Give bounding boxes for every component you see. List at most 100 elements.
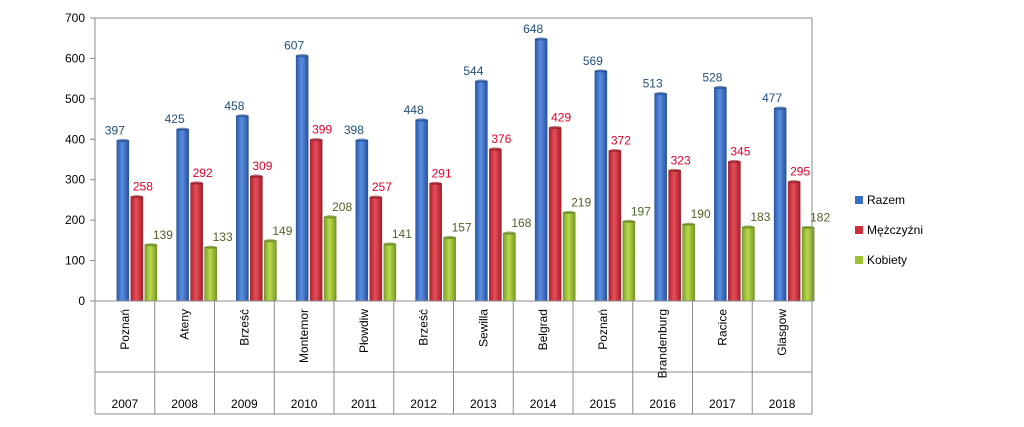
year-label: 2009: [231, 397, 258, 411]
bar-cap: [296, 53, 309, 58]
legend-swatch: [855, 256, 863, 264]
year-label: 2016: [649, 397, 676, 411]
data-label: 398: [344, 123, 364, 137]
bar-cap: [176, 127, 189, 131]
bar-cap: [475, 79, 488, 83]
bar-kobiety: [144, 244, 158, 302]
bar-kobiety: [503, 232, 516, 302]
data-label: 648: [523, 22, 543, 36]
data-label: 399: [312, 123, 332, 137]
data-label: 309: [252, 159, 272, 173]
category-label: Glasgow: [775, 309, 789, 356]
bar-razem: [654, 93, 667, 302]
category-label: Brandenburg: [656, 309, 670, 378]
bar-cap: [622, 219, 635, 223]
bar-razem: [295, 55, 309, 302]
bar-mężczyźni: [608, 150, 622, 302]
category-label: Sewilla: [476, 309, 490, 347]
category-label: Brześć: [417, 309, 431, 346]
year-label: 2017: [709, 397, 736, 411]
plot-area: [116, 37, 815, 302]
y-tick-label: 600: [65, 51, 85, 65]
bar-razem: [594, 70, 608, 302]
data-label: 190: [691, 207, 711, 221]
data-label: 448: [404, 103, 424, 117]
bar-cap: [144, 243, 157, 247]
axes: 0 100 200 300 400 500 600 700 Poznań 2007 Ateny 200…: [65, 11, 813, 415]
data-label: 425: [165, 112, 185, 126]
bar-cap: [264, 239, 277, 243]
bar-cap: [563, 210, 576, 215]
category-label: Ateny: [178, 309, 192, 340]
data-label: 291: [432, 166, 452, 180]
y-tick-label: 0: [78, 294, 85, 308]
data-label: 345: [730, 145, 750, 159]
category-label: Poznań: [118, 309, 132, 350]
bar-cap: [250, 174, 263, 178]
legend: Razem Mężczyźni Kobiety: [855, 193, 923, 267]
year-label: 2014: [530, 397, 557, 411]
y-tick-label: 700: [65, 11, 85, 25]
bar-cap: [728, 159, 741, 164]
bar-cap: [774, 106, 787, 110]
year-label: 2011: [351, 397, 377, 411]
bar-mężczyźni: [250, 175, 263, 302]
bar-mężczyźni: [130, 196, 144, 302]
bar-cap: [355, 138, 368, 142]
bar-kobiety: [562, 212, 576, 302]
data-label: 183: [750, 210, 770, 224]
bar-cap: [429, 181, 442, 185]
bar-razem: [236, 115, 249, 302]
y-tick-label: 400: [65, 132, 85, 146]
data-label: 139: [153, 228, 173, 242]
category-label: Racice: [715, 309, 729, 346]
bar-cap: [489, 147, 502, 151]
bar-kobiety: [383, 243, 397, 302]
bar-cap: [503, 231, 516, 235]
bar-cap: [668, 168, 681, 173]
bar-cap: [190, 181, 203, 185]
bar-mężczyźni: [787, 181, 801, 302]
bar-mężczyźni: [668, 170, 681, 302]
bar-razem: [176, 128, 189, 302]
data-label: 182: [810, 210, 830, 224]
bar-cap: [324, 215, 337, 219]
bar-mężczyźni: [309, 139, 323, 302]
bar-cap: [714, 85, 727, 90]
bar-cap: [310, 138, 323, 142]
data-labels: 397 425 458 607 398 448 544 648 569 513 528 477 258 2…: [105, 22, 831, 244]
data-label: 295: [790, 165, 810, 179]
data-label: 397: [105, 123, 125, 137]
bar-mężczyźni: [429, 183, 442, 302]
legend-label: Kobiety: [867, 253, 907, 267]
bar-cap: [369, 195, 382, 199]
data-label: 429: [551, 111, 571, 125]
bar-razem: [116, 140, 130, 302]
bar-razem: [714, 87, 727, 302]
legend-label: Mężczyźni: [867, 223, 923, 237]
bar-cap: [383, 242, 396, 246]
data-label: 477: [762, 91, 782, 105]
data-label: 569: [583, 54, 603, 68]
bar-kobiety: [622, 221, 636, 302]
bar-cap: [204, 245, 217, 249]
bar-kobiety: [323, 216, 337, 302]
bar-razem: [415, 119, 428, 302]
data-label: 376: [491, 132, 511, 146]
bar-cap: [415, 118, 428, 122]
data-label: 292: [193, 166, 213, 180]
data-label: 141: [392, 227, 412, 241]
bar-cap: [549, 125, 562, 130]
data-label: 513: [643, 77, 663, 91]
y-tick-label: 300: [65, 173, 85, 187]
bar-kobiety: [264, 240, 277, 302]
bar-cap: [594, 69, 607, 73]
year-label: 2007: [112, 397, 139, 411]
bar-cap: [802, 225, 815, 230]
data-label: 258: [133, 180, 153, 194]
bar-cap: [443, 235, 456, 240]
y-tick-label: 200: [65, 213, 85, 227]
bar-cap: [130, 195, 143, 199]
